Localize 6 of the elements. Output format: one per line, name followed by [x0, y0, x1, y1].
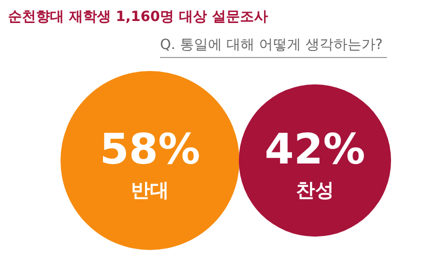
- category-label: 찬성: [296, 180, 334, 202]
- data-label: 58%: [100, 124, 200, 174]
- data-label: 42%: [264, 124, 366, 174]
- text: 순천향대 재학생 1,160명 대상 설문조사: [8, 8, 268, 26]
- category-label: 반대: [130, 180, 169, 202]
- text: Q. 통일에 대해 어떻게 생각하는가?: [160, 36, 387, 58]
